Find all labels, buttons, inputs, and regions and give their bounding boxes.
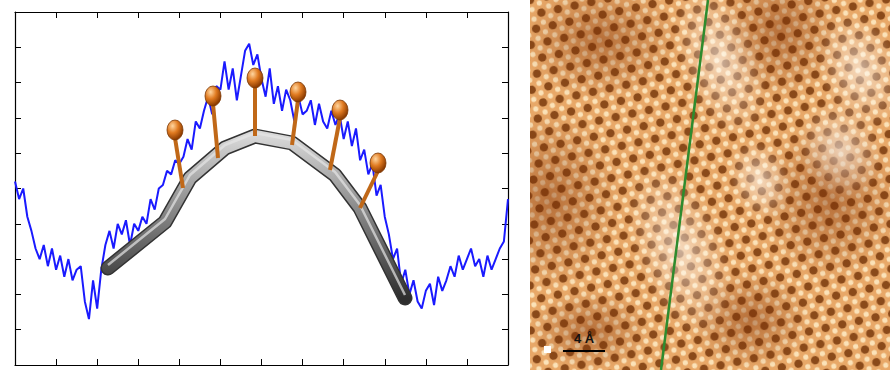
- svg-text:4 Å: 4 Å: [574, 331, 595, 346]
